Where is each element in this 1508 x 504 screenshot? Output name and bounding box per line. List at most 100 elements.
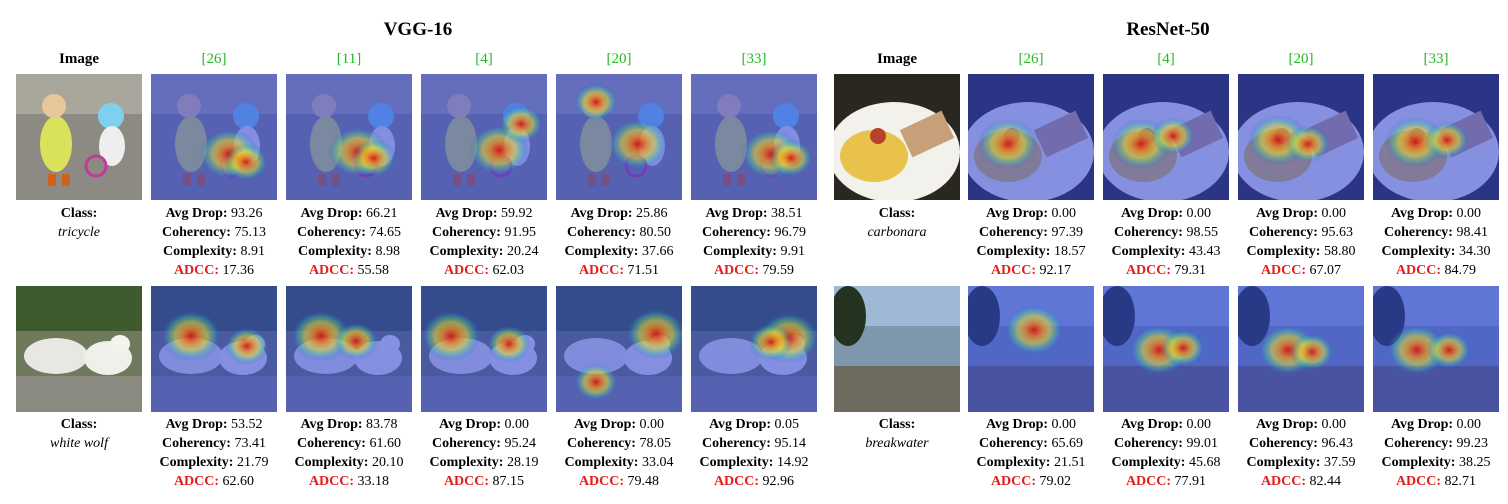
adcc-line: ADCC: 92.96: [687, 472, 821, 491]
adcc-label: ADCC:: [1395, 474, 1442, 489]
adcc-value: 84.79: [1444, 263, 1477, 278]
complexity-line: Complexity: 20.24: [417, 242, 551, 261]
citation-link[interactable]: [33]: [741, 51, 767, 67]
coherency-line: Coherency: 99.23: [1369, 434, 1503, 453]
heatmap-overlay: [1103, 74, 1229, 200]
saliency-heatmap: [968, 286, 1094, 412]
adcc-label: ADCC:: [713, 263, 760, 278]
complexity-label: Complexity:: [564, 244, 639, 259]
adcc-line: ADCC: 71.51: [552, 261, 686, 280]
coherency-value: 97.39: [1051, 225, 1083, 240]
avg-drop-label: Avg Drop:: [708, 417, 772, 432]
heatmap-overlay: [691, 286, 817, 412]
avg-drop-value: 0.00: [1321, 417, 1347, 432]
coherency-value: 98.55: [1186, 225, 1218, 240]
citation-link[interactable]: [33]: [1423, 51, 1449, 67]
saliency-heatmap: [151, 286, 277, 412]
coherency-value: 98.41: [1456, 225, 1488, 240]
citation-link[interactable]: [20]: [1288, 51, 1314, 67]
citation-link[interactable]: [4]: [475, 51, 493, 67]
coherency-line: Coherency: 98.41: [1369, 223, 1503, 242]
complexity-label: Complexity:: [159, 455, 234, 470]
complexity-line: Complexity: 14.92: [687, 453, 821, 472]
complexity-line: Complexity: 33.04: [552, 453, 686, 472]
class-caption: Class: carbonara: [830, 204, 964, 242]
complexity-label: Complexity:: [1246, 455, 1321, 470]
coherency-label: Coherency:: [702, 436, 771, 451]
coherency-value: 91.95: [504, 225, 536, 240]
heatmap-overlay: [286, 74, 412, 200]
avg-drop-label: Avg Drop:: [165, 206, 228, 221]
adcc-label: ADCC:: [990, 474, 1037, 489]
metrics-caption: Avg Drop: 0.00 Coherency: 99.23 Complexity…: [1369, 415, 1503, 491]
complexity-value: 20.24: [506, 244, 539, 259]
class-caption: Class: tricycle: [12, 204, 146, 242]
adcc-line: ADCC: 62.03: [417, 261, 551, 280]
complexity-value: 21.79: [236, 455, 269, 470]
class-label: Class:: [878, 206, 916, 221]
adcc-label: ADCC:: [990, 263, 1037, 278]
avg-drop-label: Avg Drop:: [1255, 206, 1319, 221]
complexity-line: Complexity: 28.19: [417, 453, 551, 472]
class-caption: Class: breakwater: [830, 415, 964, 453]
adcc-value: 62.03: [492, 263, 525, 278]
metrics-caption: Avg Drop: 0.00 Coherency: 95.24 Complexity…: [417, 415, 551, 491]
saliency-heatmap: [968, 74, 1094, 200]
group-title: VGG-16: [383, 19, 453, 40]
avg-drop-line: Avg Drop: 0.00: [964, 415, 1098, 434]
citation-link[interactable]: [26]: [1018, 51, 1044, 67]
adcc-label: ADCC:: [308, 263, 355, 278]
class-name: tricycle: [58, 225, 100, 240]
avg-drop-value: 38.51: [771, 206, 803, 221]
complexity-label: Complexity:: [163, 244, 237, 259]
heatmap-overlay: [286, 286, 412, 412]
citation-link[interactable]: [4]: [1157, 51, 1175, 67]
complexity-line: Complexity: 8.91: [147, 242, 281, 261]
complexity-line: Complexity: 34.30: [1369, 242, 1503, 261]
coherency-line: Coherency: 95.63: [1234, 223, 1368, 242]
avg-drop-line: Avg Drop: 0.05: [687, 415, 821, 434]
citation-link[interactable]: [26]: [201, 51, 227, 67]
coherency-label: Coherency:: [567, 225, 636, 240]
metrics-caption: Avg Drop: 0.00 Coherency: 96.43 Complexity…: [1234, 415, 1368, 491]
adcc-value: 17.36: [222, 263, 255, 278]
complexity-value: 9.91: [780, 244, 805, 259]
coherency-value: 75.13: [234, 225, 266, 240]
saliency-heatmap: [691, 74, 817, 200]
avg-drop-value: 0.00: [1456, 206, 1482, 221]
complexity-line: Complexity: 18.57: [964, 242, 1098, 261]
avg-drop-value: 0.00: [1051, 417, 1077, 432]
coherency-value: 78.05: [639, 436, 671, 451]
coherency-value: 73.41: [234, 436, 266, 451]
method-column-header: [4]: [421, 50, 547, 68]
coherency-line: Coherency: 98.55: [1099, 223, 1233, 242]
adcc-value: 82.44: [1309, 474, 1342, 489]
coherency-label: Coherency:: [162, 436, 231, 451]
avg-drop-value: 0.00: [1186, 417, 1212, 432]
heatmap-overlay: [1238, 286, 1364, 412]
complexity-line: Complexity: 37.59: [1234, 453, 1368, 472]
avg-drop-value: 0.05: [774, 417, 800, 432]
child-tricycle-photo: [16, 74, 142, 200]
input-image: [834, 286, 960, 412]
avg-drop-line: Avg Drop: 0.00: [1369, 415, 1503, 434]
avg-drop-label: Avg Drop:: [1255, 417, 1319, 432]
avg-drop-value: 0.00: [1186, 206, 1212, 221]
avg-drop-line: Avg Drop: 0.00: [1099, 204, 1233, 223]
complexity-label: Complexity:: [429, 244, 504, 259]
saliency-heatmap: [286, 286, 412, 412]
breakwater-shore-photo: [834, 286, 960, 412]
avg-drop-line: Avg Drop: 59.92: [417, 204, 551, 223]
image-column-header: Image: [59, 51, 99, 67]
citation-link[interactable]: [11]: [336, 51, 362, 67]
citation-link[interactable]: [20]: [606, 51, 632, 67]
image-column-header: Image: [877, 51, 917, 67]
coherency-value: 96.43: [1321, 436, 1353, 451]
adcc-label: ADCC:: [308, 474, 355, 489]
adcc-value: 92.17: [1039, 263, 1072, 278]
avg-drop-label: Avg Drop:: [300, 206, 363, 221]
saliency-heatmap: [1373, 74, 1499, 200]
coherency-value: 65.69: [1051, 436, 1083, 451]
complexity-line: Complexity: 45.68: [1099, 453, 1233, 472]
adcc-line: ADCC: 82.44: [1234, 472, 1368, 491]
